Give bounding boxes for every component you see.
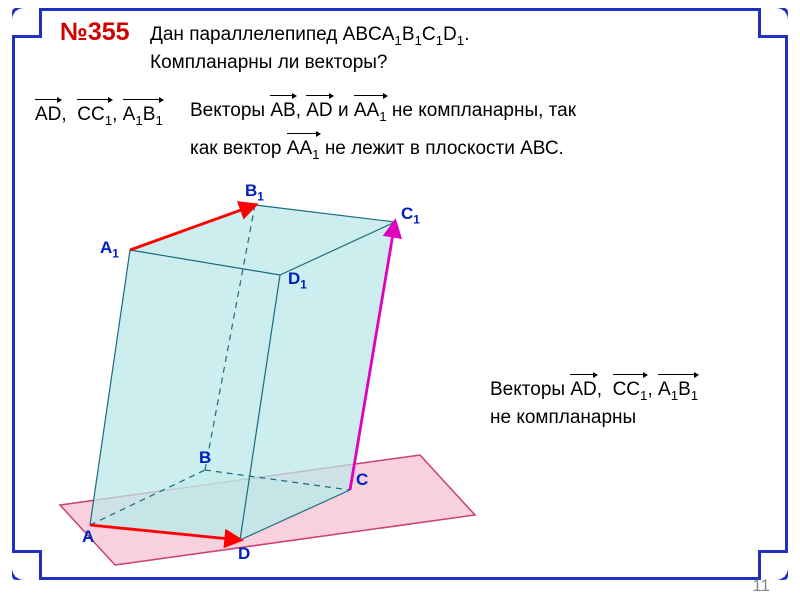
vertex-label-D: D: [238, 544, 250, 564]
vertex-label-B1: B1: [245, 181, 264, 203]
vertex-label-B: B: [199, 448, 211, 468]
page-number: 11: [752, 576, 770, 596]
vertex-label-C: C: [356, 470, 368, 490]
vertex-label-C1: C1: [401, 204, 420, 226]
vertex-label-A1: A1: [100, 238, 119, 260]
vertex-label-D1: D1: [288, 269, 307, 291]
vertex-label-A: A: [82, 527, 94, 547]
parallelepiped-diagram: [0, 0, 800, 600]
